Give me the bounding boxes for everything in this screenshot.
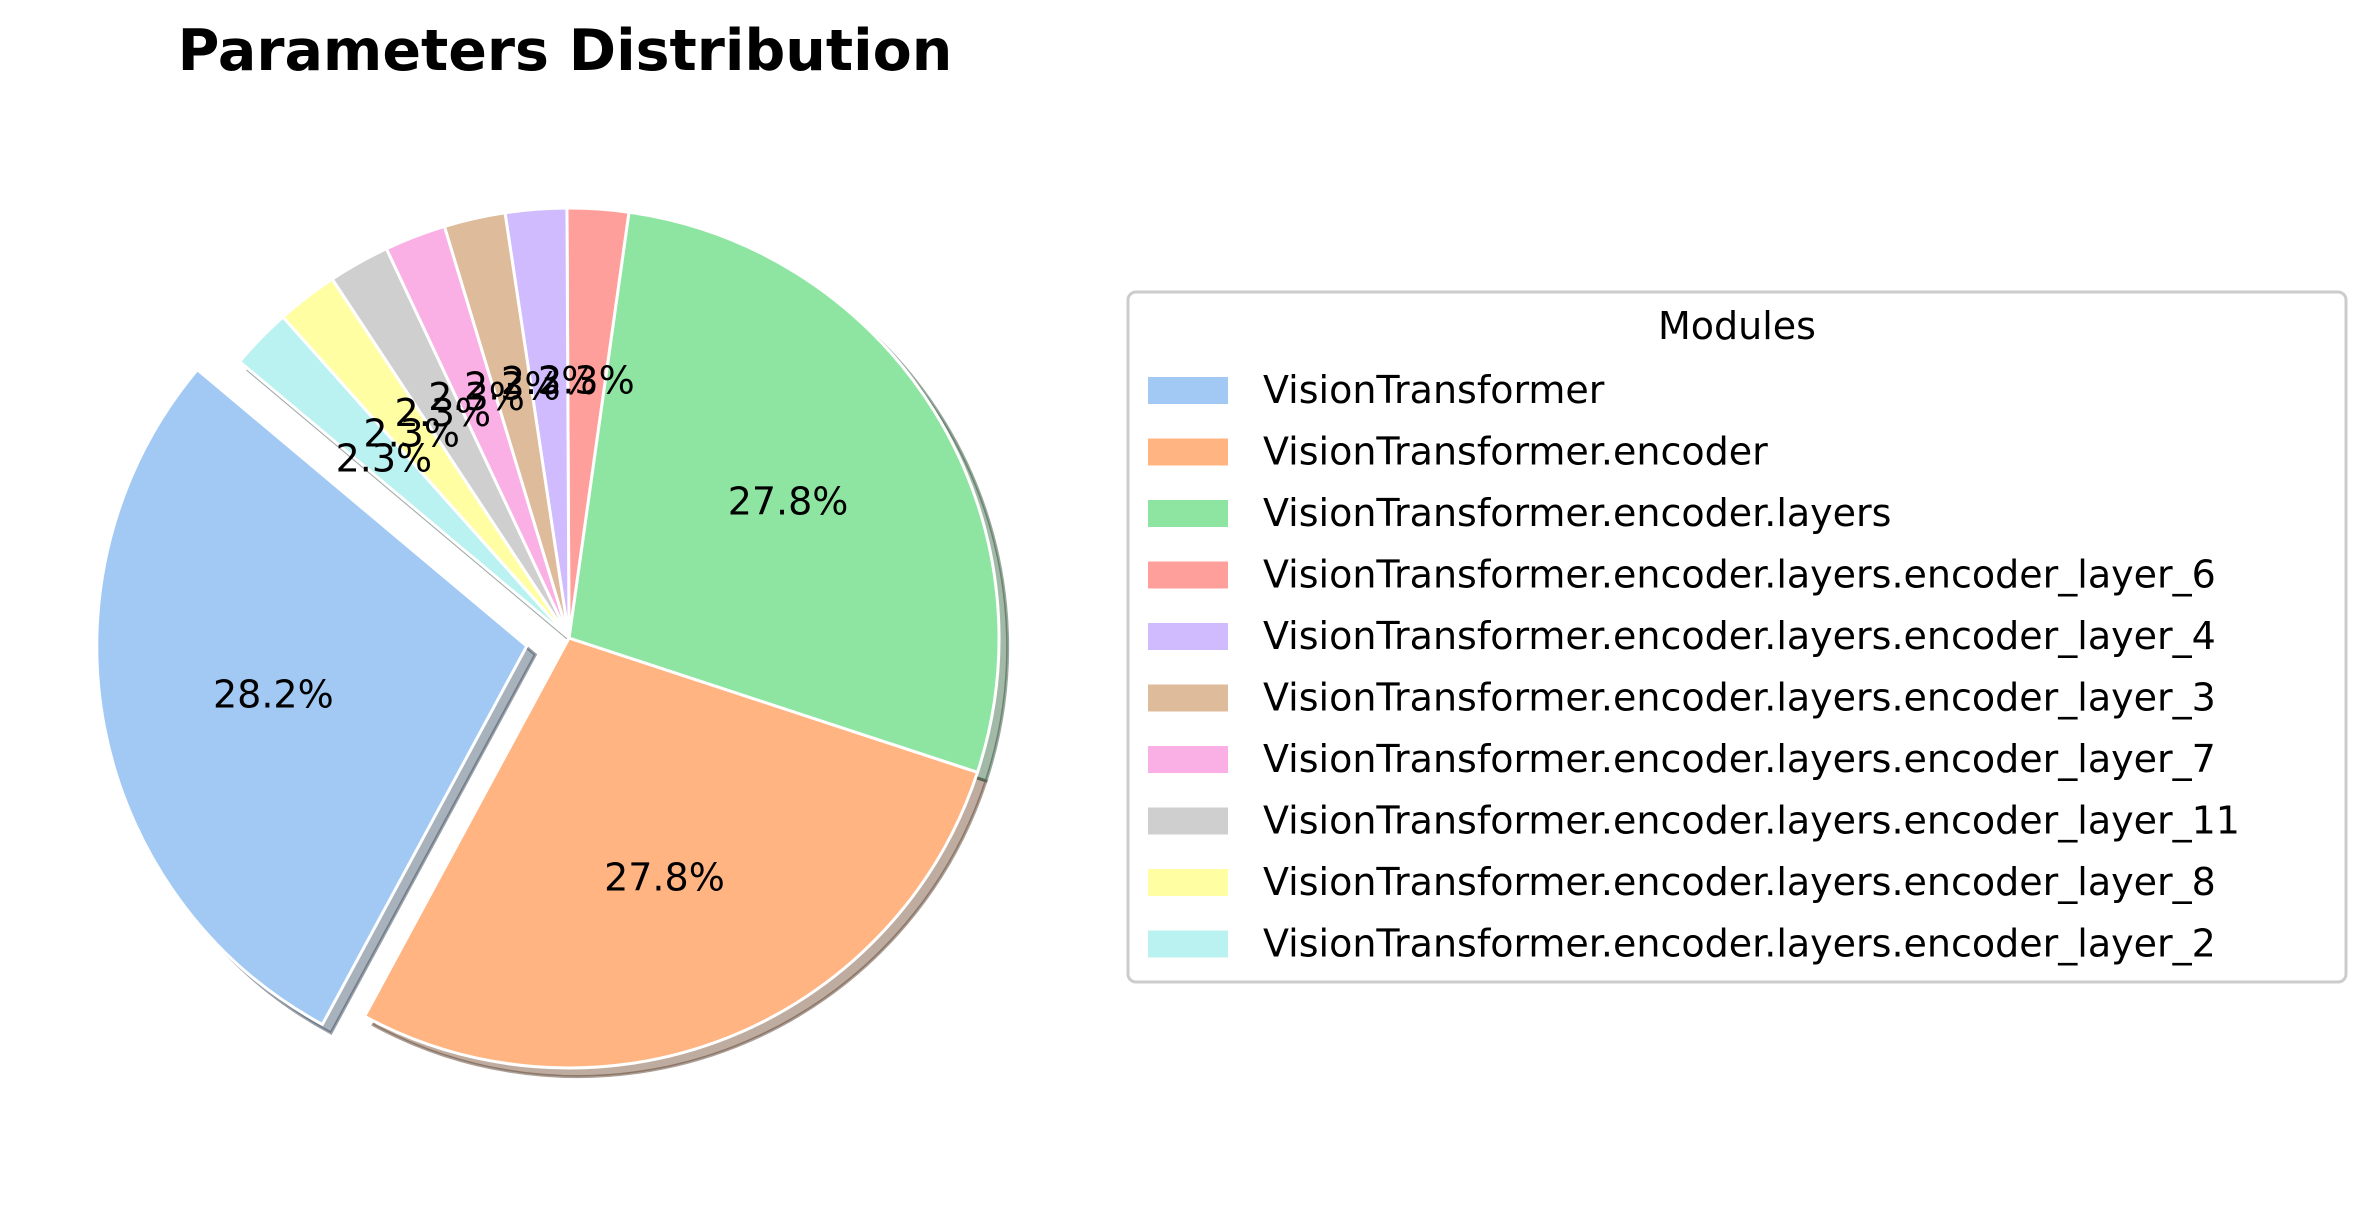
slice-label-visiontransformer-encoder-layers-encoder-layer-6: 2.3% bbox=[538, 359, 635, 403]
slice-label-visiontransformer-encoder-layers: 27.8% bbox=[728, 480, 849, 524]
legend-swatch-visiontransformer-encoder-layers-encoder-layer-4 bbox=[1148, 623, 1228, 650]
chart-title: Parameters Distribution bbox=[178, 18, 953, 84]
slice-label-visiontransformer: 28.2% bbox=[213, 672, 334, 716]
legend-swatch-visiontransformer bbox=[1148, 377, 1228, 404]
pie-label-layer: 28.2%27.8%27.8%2.3%2.3%2.3%2.3%2.3%2.3%2… bbox=[213, 359, 848, 900]
legend-swatch-visiontransformer-encoder-layers bbox=[1148, 500, 1228, 527]
slice-visiontransformer-encoder-layers-encoder-layer-2 bbox=[237, 314, 571, 640]
legend-swatch-visiontransformer-encoder-layers-encoder-layer-8 bbox=[1148, 869, 1228, 896]
legend-label-visiontransformer-encoder-layers-encoder-layer-6: VisionTransformer.encoder.layers.encoder… bbox=[1263, 553, 2216, 597]
slice-label-visiontransformer-encoder-layers-encoder-layer-11: 2.3% bbox=[395, 391, 492, 435]
legend-items: VisionTransformer VisionTransformer.encod… bbox=[1148, 368, 2240, 966]
slice-label-visiontransformer-encoder-layers-encoder-layer-4: 2.3% bbox=[501, 359, 598, 403]
legend-label-visiontransformer-encoder: VisionTransformer.encoder bbox=[1263, 430, 1768, 474]
legend-label-visiontransformer-encoder-layers-encoder-layer-4: VisionTransformer.encoder.layers.encoder… bbox=[1263, 614, 2216, 658]
pie-slice-layer bbox=[95, 206, 1001, 1070]
legend-label-visiontransformer-encoder-layers-encoder-layer-3: VisionTransformer.encoder.layers.encoder… bbox=[1263, 676, 2216, 720]
legend-swatch-visiontransformer-encoder-layers-encoder-layer-7 bbox=[1148, 746, 1228, 773]
slice-label-visiontransformer-encoder-layers-encoder-layer-3: 2.3% bbox=[464, 364, 561, 408]
legend-label-visiontransformer-encoder-layers-encoder-layer-8: VisionTransformer.encoder.layers.encoder… bbox=[1263, 860, 2216, 904]
legend-swatch-visiontransformer-encoder-layers-encoder-layer-2 bbox=[1148, 930, 1228, 958]
legend-frame bbox=[1126, 290, 2348, 984]
legend-label-visiontransformer-encoder-layers-encoder-layer-7: VisionTransformer.encoder.layers.encoder… bbox=[1263, 737, 2216, 781]
slice-visiontransformer-encoder bbox=[362, 636, 980, 1070]
slice-label-visiontransformer-encoder-layers-encoder-layer-8: 2.3% bbox=[363, 412, 460, 456]
legend-swatch-visiontransformer-encoder bbox=[1148, 438, 1228, 466]
legend-label-visiontransformer-encoder-layers: VisionTransformer.encoder.layers bbox=[1263, 491, 1891, 535]
legend-swatch-visiontransformer-encoder-layers-encoder-layer-11 bbox=[1148, 807, 1228, 835]
slice-label-visiontransformer-encoder-layers-encoder-layer-7: 2.3% bbox=[428, 375, 525, 419]
legend-swatch-visiontransformer-encoder-layers-encoder-layer-3 bbox=[1148, 684, 1228, 712]
slice-label-visiontransformer-encoder-layers-encoder-layer-2: 2.3% bbox=[336, 436, 433, 480]
slice-label-visiontransformer-encoder: 27.8% bbox=[604, 856, 725, 900]
slice-visiontransformer-encoder-layers bbox=[567, 210, 1001, 775]
legend-label-visiontransformer-encoder-layers-encoder-layer-11: VisionTransformer.encoder.layers.encoder… bbox=[1263, 799, 2240, 843]
slice-visiontransformer bbox=[95, 367, 529, 1027]
legend-title: Modules bbox=[1658, 304, 1816, 348]
legend-label-visiontransformer: VisionTransformer bbox=[1263, 368, 1605, 412]
legend: Modules VisionTransformerVisionTransform… bbox=[1126, 290, 2348, 984]
legend-swatch-visiontransformer-encoder-layers-encoder-layer-6 bbox=[1148, 561, 1228, 589]
legend-label-visiontransformer-encoder-layers-encoder-layer-2: VisionTransformer.encoder.layers.encoder… bbox=[1263, 922, 2216, 966]
